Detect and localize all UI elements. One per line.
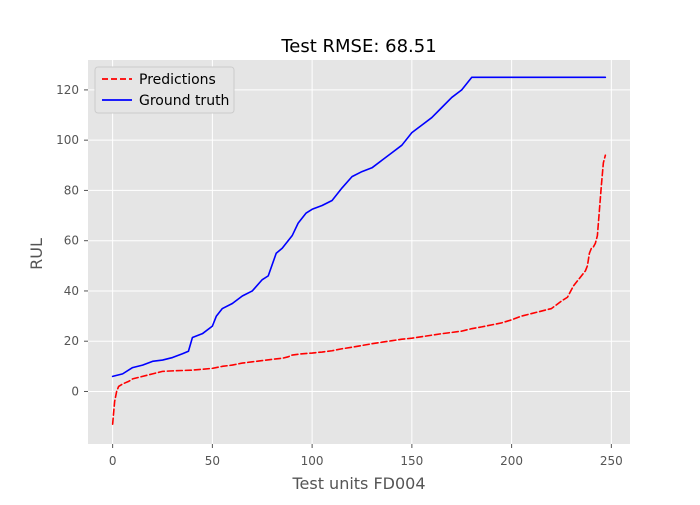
legend: Predictions Ground truth <box>94 66 235 114</box>
legend-predictions-label: Predictions <box>139 72 216 88</box>
x-tick-label: 200 <box>500 454 523 468</box>
y-tick-label: 60 <box>64 234 79 248</box>
series-layer <box>111 76 607 425</box>
x-tick-label: 0 <box>109 454 117 468</box>
x-tick-label: 50 <box>205 454 220 468</box>
y-tick-label: 0 <box>71 384 79 398</box>
y-axis-label: RUL <box>27 238 46 270</box>
y-tick-label: 20 <box>64 334 79 348</box>
x-tick-label: 150 <box>400 454 423 468</box>
x-tick-label: 100 <box>301 454 324 468</box>
ground-truth-series-line <box>111 76 607 378</box>
x-tick-label: 250 <box>600 454 623 468</box>
y-tick-label: 100 <box>56 133 79 147</box>
chart-title: Test RMSE: 68.51 <box>280 36 436 57</box>
y-tick-label: 120 <box>56 83 79 97</box>
grid-layer <box>88 60 630 444</box>
legend-ground-truth-label: Ground truth <box>139 93 229 109</box>
x-axis-label: Test units FD004 <box>291 474 425 493</box>
predictions-series-line <box>111 154 607 425</box>
y-tick-label: 80 <box>64 183 79 197</box>
tick-layer: 0 50 100 150 200 250 0 20 40 60 80 100 120 <box>56 83 623 468</box>
y-tick-label: 40 <box>64 284 79 298</box>
plot-area-background <box>88 60 630 444</box>
